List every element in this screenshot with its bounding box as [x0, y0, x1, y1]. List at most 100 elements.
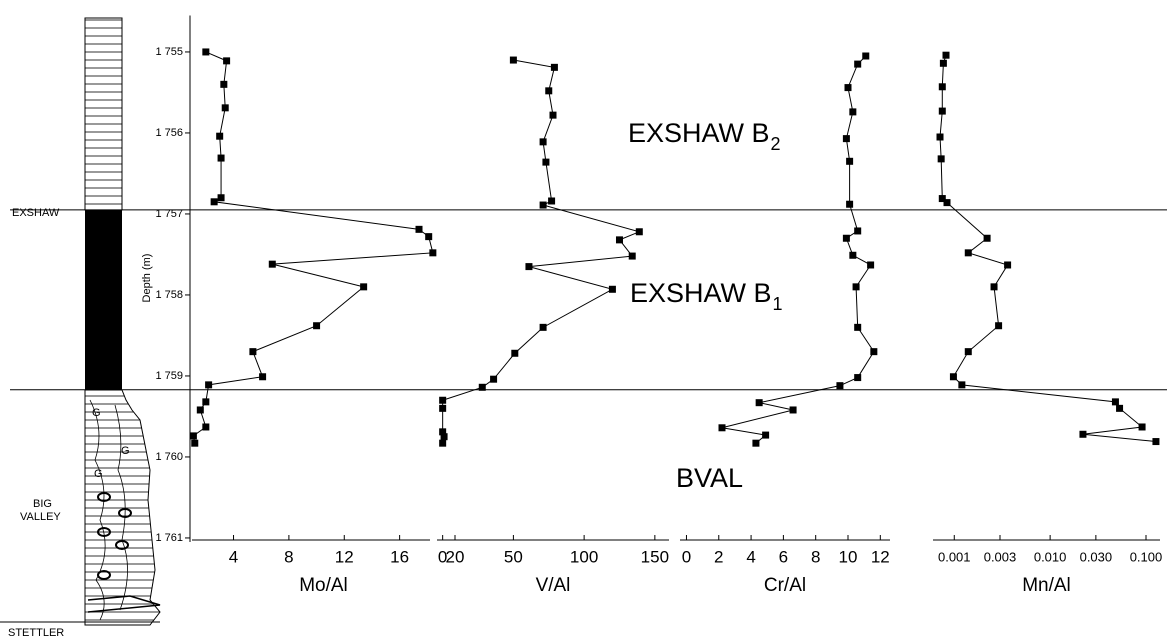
data-point: [189, 432, 197, 440]
data-point: [549, 111, 557, 119]
data-point: [867, 261, 875, 269]
data-point: [939, 59, 947, 67]
x-tick-label: 0.030: [1080, 549, 1113, 564]
y-tick-label: 1 759: [155, 370, 183, 382]
data-point: [415, 225, 423, 233]
data-point: [615, 236, 623, 244]
data-point: [550, 63, 558, 71]
y-tick-label: 1 758: [155, 289, 183, 301]
data-point: [313, 322, 321, 330]
data-point: [268, 260, 276, 268]
data-point: [202, 48, 210, 56]
data-point: [995, 322, 1003, 330]
annotation-subscript: 2: [771, 134, 781, 154]
data-point: [539, 201, 547, 209]
data-point: [191, 439, 199, 447]
data-point: [525, 263, 533, 271]
x-tick-label: 12: [871, 547, 890, 566]
symbol-label: G: [94, 468, 103, 480]
x-tick-label: 0: [682, 547, 691, 566]
data-point: [439, 396, 447, 404]
data-point: [249, 348, 257, 356]
data-point: [1138, 423, 1146, 431]
series-line: [939, 55, 1156, 443]
data-point: [936, 133, 944, 141]
data-point: [990, 283, 998, 291]
data-point: [608, 285, 616, 293]
lithology-column: [0, 17, 161, 626]
x-tick-label: 0: [438, 547, 447, 566]
data-point: [949, 373, 957, 381]
data-point: [854, 227, 862, 235]
data-point: [478, 383, 486, 391]
data-point: [1116, 404, 1124, 412]
data-point: [1152, 438, 1160, 446]
x-tick-label: 20: [446, 547, 465, 566]
unit-label: BIG: [33, 498, 52, 510]
data-point: [937, 155, 945, 163]
data-point: [836, 382, 844, 390]
data-point: [752, 439, 760, 447]
data-point: [439, 404, 447, 412]
y-axis-label: Depth (m): [141, 254, 153, 303]
data-point: [202, 398, 210, 406]
data-point: [938, 83, 946, 91]
y-tick-label: 1 760: [155, 451, 183, 463]
data-point: [854, 323, 862, 331]
data-point: [755, 399, 763, 407]
data-point: [490, 375, 498, 383]
annotation: BVAL: [676, 463, 743, 493]
data-point: [1111, 398, 1119, 406]
data-point: [854, 60, 862, 68]
data-point: [217, 194, 225, 202]
data-point: [943, 199, 951, 207]
data-point: [360, 283, 368, 291]
symbol-label: G: [121, 445, 130, 457]
data-point: [545, 87, 553, 95]
symbol-label: G: [92, 407, 101, 419]
data-point: [439, 439, 447, 447]
data-point: [983, 234, 991, 242]
data-point: [542, 158, 550, 166]
data-point: [862, 52, 870, 60]
x-axis-label: Mo/Al: [299, 575, 348, 596]
data-point: [789, 406, 797, 414]
data-point: [221, 104, 229, 112]
x-axis-label: Mn/Al: [1022, 575, 1071, 596]
data-point: [849, 108, 857, 116]
x-tick-label: 8: [284, 547, 293, 566]
data-point: [849, 251, 857, 259]
data-point: [942, 51, 950, 59]
data-point: [1004, 261, 1012, 269]
data-point: [842, 234, 850, 242]
data-point: [870, 348, 878, 356]
data-point: [762, 431, 770, 439]
data-point: [509, 56, 517, 64]
x-tick-label: 4: [746, 547, 755, 566]
data-point: [210, 198, 218, 206]
annotation: EXSHAW B: [630, 278, 772, 308]
data-point: [223, 57, 231, 65]
x-tick-label: 10: [839, 547, 858, 566]
y-tick-label: 1 755: [155, 46, 183, 58]
data-point: [548, 197, 556, 205]
x-tick-label: 12: [335, 547, 354, 566]
data-point: [216, 132, 224, 140]
data-point: [425, 233, 433, 241]
data-point: [539, 323, 547, 331]
data-point: [628, 252, 636, 260]
x-axis-label: V/Al: [536, 575, 571, 596]
annotation-subscript: 1: [773, 294, 783, 314]
y-tick-label: 1 756: [155, 127, 183, 139]
unit-label: STETTLER: [8, 627, 64, 639]
x-tick-label: 100: [570, 547, 598, 566]
x-tick-label: 150: [641, 547, 669, 566]
x-tick-label: 0.100: [1130, 549, 1163, 564]
data-point: [217, 154, 225, 162]
data-point: [854, 374, 862, 382]
data-point: [842, 135, 850, 143]
x-tick-label: 0.001: [938, 549, 971, 564]
data-point: [259, 373, 267, 381]
data-point: [205, 381, 213, 389]
